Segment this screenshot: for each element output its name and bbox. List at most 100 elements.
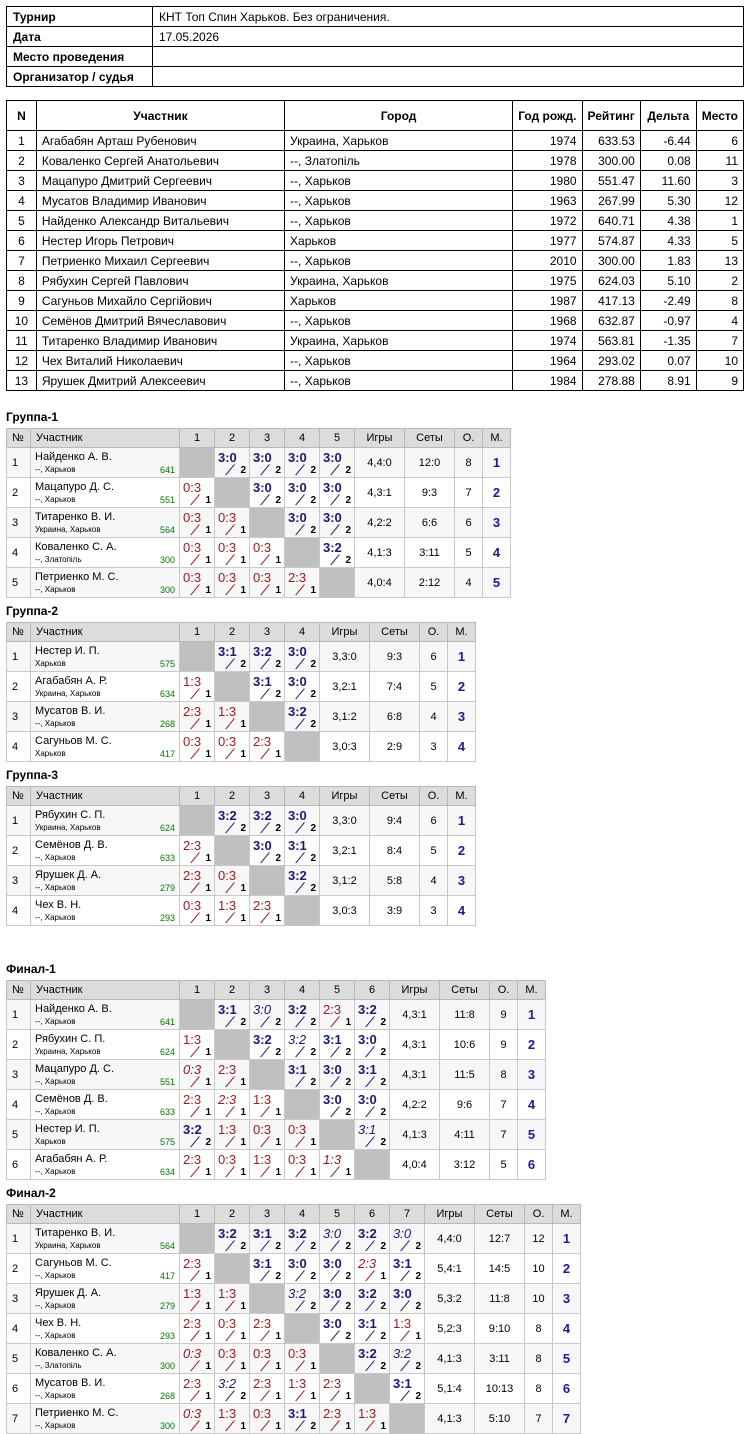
games-value: 4,0:4 [389, 1149, 440, 1180]
match-cell: 3:0 2 [284, 805, 320, 836]
group-row: 3 Мусатов В. И. --, Харьков 268 2:3 1 1:3 1 3:2 2… [6, 701, 476, 732]
participant-rating: 641 [159, 465, 175, 475]
player-cell: 10 [6, 310, 37, 331]
participant-cell: Чех В. Н. --, Харьков 293 [30, 895, 180, 926]
match-cell [319, 567, 355, 598]
match-score: 3:2 [358, 1226, 377, 1241]
participant-city: --, Харьков [35, 464, 76, 474]
match-points: 1 [275, 1331, 281, 1342]
match-points: 1 [345, 1167, 351, 1178]
match-score: 2:3 [288, 570, 307, 585]
match-score: 0:3 [218, 540, 237, 555]
match-score: 3:1 [253, 1256, 272, 1271]
row-number: 3 [6, 1283, 31, 1314]
match-cell: 3:0 2 [319, 1223, 355, 1254]
match-cell: 2:3 1 [179, 1089, 215, 1120]
match-cell [354, 1149, 390, 1180]
group-header-opponent: 4 [284, 622, 320, 642]
player-row: 10 Семёнов Дмитрий Вячеславович --, Харько… [6, 310, 745, 331]
points-value: 8 [489, 1059, 518, 1090]
player-cell: 1974 [512, 330, 583, 351]
sets-value: 8:4 [369, 835, 420, 866]
match-points: 2 [310, 883, 316, 894]
group-row: 1 Титаренко В. И. Украина, Харьков 564 3:2 2 3… [6, 1223, 581, 1254]
player-cell: 1980 [512, 170, 583, 191]
place-value: 3 [447, 701, 476, 732]
match-points: 2 [345, 525, 351, 536]
match-score: 0:3 [288, 1152, 307, 1167]
participant-city: Харьков [35, 748, 66, 758]
match-points: 2 [380, 1107, 386, 1118]
info-value [152, 66, 744, 87]
row-number: 1 [6, 641, 31, 672]
row-number: 1 [6, 447, 31, 478]
player-row: 12 Чех Виталий Николаевич --, Харьков 1964 2… [6, 350, 745, 371]
match-score: 1:3 [183, 1286, 202, 1301]
score-slash [225, 1106, 235, 1118]
match-score: 1:3 [218, 898, 237, 913]
match-score: 3:0 [393, 1286, 412, 1301]
player-row: 2 Коваленко Сергей Анатольевич --, Златопі… [6, 150, 745, 171]
player-cell: 1972 [512, 210, 583, 231]
match-cell: 0:3 1 [214, 537, 250, 568]
score-slash [295, 494, 305, 506]
match-cell: 0:3 1 [214, 567, 250, 598]
score-slash [295, 464, 305, 476]
score-slash [225, 1240, 235, 1252]
match-score: 3:2 [253, 644, 272, 659]
match-cell [214, 835, 250, 866]
games-value: 3,2:1 [319, 835, 370, 866]
player-cell: 5.30 [639, 190, 697, 211]
sets-value: 6:6 [404, 507, 455, 538]
participant-name: Мацапуро Д. С. [35, 1062, 115, 1075]
group-row: 7 Петриенко М. С. --, Харьков 300 0:3 1 1:3 1 0:… [6, 1403, 581, 1434]
participant-cell: Найденко А. В. --, Харьков 641 [30, 999, 180, 1030]
score-slash [260, 748, 270, 760]
match-points: 2 [275, 853, 281, 864]
sets-value: 3:11 [474, 1343, 525, 1374]
match-cell: 0:3 1 [214, 1149, 250, 1180]
participant-cell: Коваленко С. А. --, Златопіль 300 [30, 1343, 180, 1374]
participant-rating: 268 [159, 1391, 175, 1401]
player-cell: --, Харьков [284, 370, 514, 391]
group-header-opponent: 5 [319, 1204, 355, 1224]
sets-value: 9:3 [404, 477, 455, 508]
score-slash [190, 748, 200, 760]
match-score: 3:2 [183, 1122, 202, 1137]
score-slash [260, 1270, 270, 1282]
games-value: 4,3:1 [389, 1029, 440, 1060]
match-points: 2 [380, 1137, 386, 1148]
participant-city: --, Златопіль [35, 554, 82, 564]
match-cell: 0:3 1 [284, 1149, 320, 1180]
group-header-place: М. [482, 428, 511, 448]
participant-rating: 417 [159, 1271, 175, 1281]
group-header-opponent: 5 [319, 428, 355, 448]
row-number: 2 [6, 1029, 31, 1060]
match-score: 0:3 [218, 1346, 237, 1361]
score-slash [400, 1330, 410, 1342]
group-row: 1 Рябухин С. П. Украина, Харьков 624 3:2 2 3:2… [6, 805, 476, 836]
participant-cell: Рябухин С. П. Украина, Харьков 624 [30, 805, 180, 836]
match-score: 2:3 [183, 838, 202, 853]
player-cell: 7 [6, 250, 37, 271]
player-cell: 11.60 [639, 170, 697, 191]
match-score: 3:0 [393, 1226, 412, 1241]
match-cell: 3:0 2 [389, 1283, 425, 1314]
games-value: 4,0:4 [354, 567, 405, 598]
score-slash [295, 1360, 305, 1372]
match-points: 1 [205, 1107, 211, 1118]
match-cell [354, 1373, 390, 1404]
participant-name: Сагуньов М. С. [35, 734, 112, 747]
participant-cell: Ярушек Д. А. --, Харьков 279 [30, 865, 180, 896]
match-points: 1 [205, 585, 211, 596]
participant-city: --, Харьков [35, 912, 76, 922]
match-points: 2 [205, 1137, 211, 1148]
score-slash [260, 688, 270, 700]
games-value: 5,3:2 [424, 1283, 475, 1314]
participant-rating: 268 [159, 719, 175, 729]
player-cell: 551.47 [581, 170, 641, 191]
match-cell: 3:0 2 [284, 507, 320, 538]
match-points: 2 [310, 1241, 316, 1252]
row-number: 1 [6, 805, 31, 836]
player-cell: 293.02 [581, 350, 641, 371]
